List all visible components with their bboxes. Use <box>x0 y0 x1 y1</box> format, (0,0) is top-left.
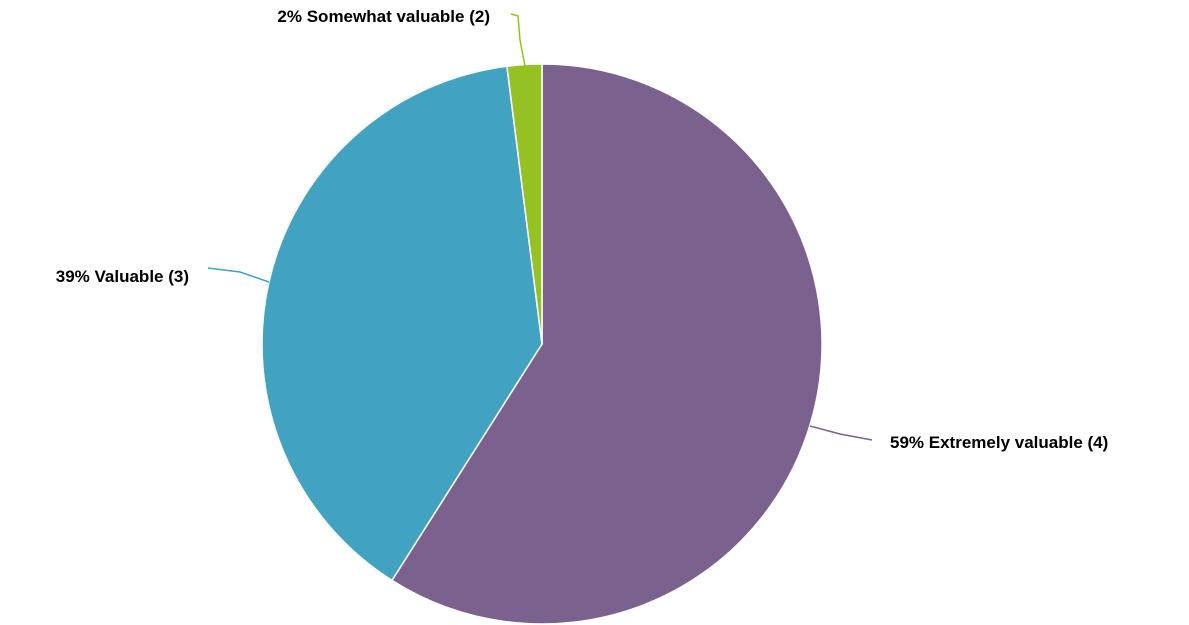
leader-line-valuable-3 <box>207 267 270 283</box>
leader-line-extremely-valuable-4 <box>809 425 873 441</box>
slice-label-extremely-valuable-4: 59% Extremely valuable (4) <box>890 433 1108 452</box>
slice-label-somewhat-valuable-2: 2% Somewhat valuable (2) <box>277 7 490 26</box>
pie-slice-valuable-3 <box>261 65 543 582</box>
leader-line-somewhat-valuable-2 <box>510 13 526 67</box>
leader-lines-layer <box>207 13 873 441</box>
slice-label-valuable-3: 39% Valuable (3) <box>56 267 189 286</box>
pie-slice-extremely-valuable-4 <box>391 63 823 625</box>
slices-layer <box>261 63 823 625</box>
labels-layer: 59% Extremely valuable (4) 39% Valuable (… <box>56 7 1109 452</box>
